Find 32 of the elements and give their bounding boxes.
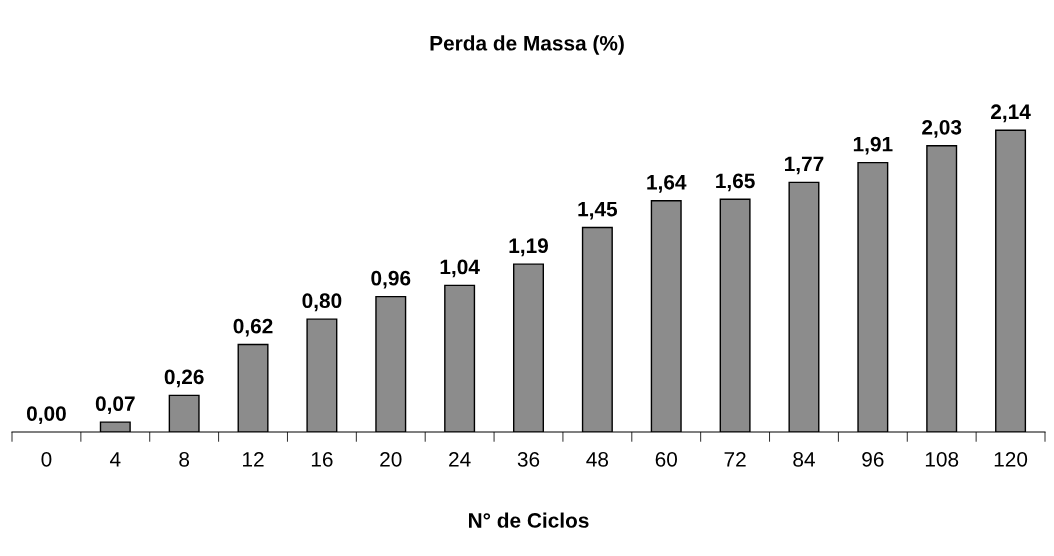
data-label: 0,96 [371, 270, 411, 289]
x-tick-label: 108 [925, 451, 959, 467]
data-label: 1,19 [509, 238, 548, 257]
x-tick-label: 120 [994, 451, 1028, 467]
data-label: 1,91 [853, 136, 893, 155]
data-label: 2,03 [922, 119, 962, 138]
x-tick-label: 12 [243, 451, 264, 467]
data-label: 1,65 [716, 173, 755, 192]
data-label: 0,62 [233, 318, 273, 337]
data-label: 0,26 [164, 369, 204, 388]
x-tick-label: 4 [109, 452, 121, 467]
x-tick-label: 0 [41, 451, 52, 467]
data-label: 1,04 [440, 259, 480, 278]
x-tick-label: 60 [655, 451, 678, 467]
data-label: 2,14 [991, 104, 1031, 123]
data-label: 0,00 [26, 406, 66, 424]
data-label: 1,77 [785, 156, 824, 175]
x-tick-label: 8 [179, 451, 190, 467]
x-tick-label: 84 [793, 451, 815, 467]
x-tick-label: 36 [517, 451, 540, 467]
data-label: 1,45 [578, 201, 618, 220]
data-label: 1,64 [647, 174, 687, 193]
x-tick-label: 72 [724, 451, 746, 467]
x-tick-label: 20 [380, 451, 402, 467]
x-tick-label: 24 [449, 451, 471, 467]
x-tick-label: 48 [586, 451, 609, 467]
x-axis-title: N° de Ciclos [469, 512, 589, 528]
x-tick-label: 96 [862, 451, 884, 467]
data-label: 0,80 [302, 293, 342, 312]
chart-title: Perda de Massa (%) [430, 35, 624, 55]
x-tick-label: 16 [311, 451, 333, 467]
data-label: 0,07 [95, 396, 135, 415]
